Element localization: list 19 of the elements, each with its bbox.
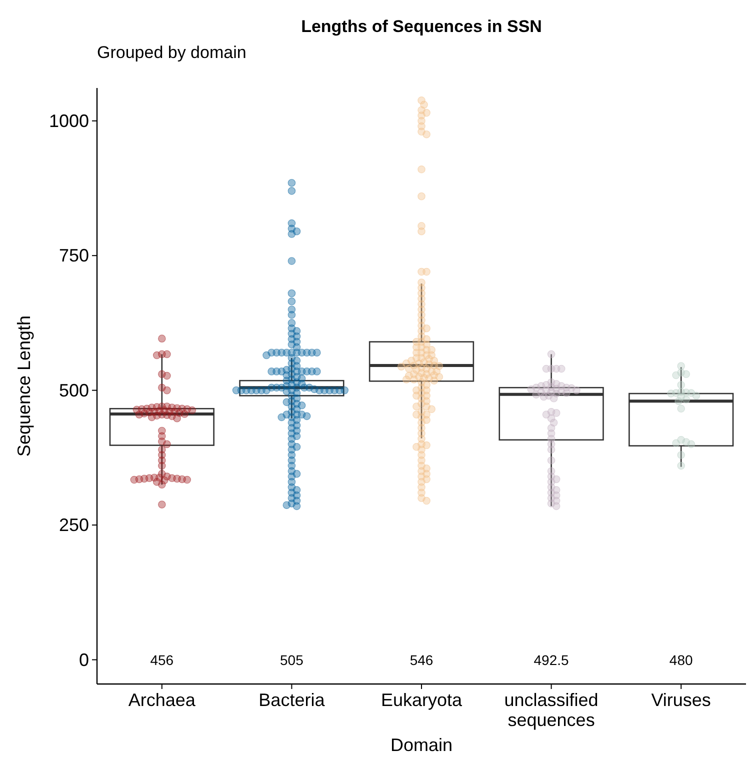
annotation: 480 bbox=[669, 652, 693, 668]
y-tick-label: 250 bbox=[58, 515, 89, 536]
y-axis-title: Sequence Length bbox=[14, 315, 34, 457]
x-tick-label: Viruses bbox=[651, 690, 711, 710]
x-tick-label: Eukaryota bbox=[380, 690, 464, 710]
annotation: 492.5 bbox=[534, 652, 570, 668]
x-tick-label: Bacteria bbox=[258, 690, 326, 710]
y-tick-label: 750 bbox=[58, 246, 89, 266]
x-tick-label: unclassified sequences bbox=[504, 690, 598, 730]
x-axis-title: Domain bbox=[390, 735, 453, 755]
annotation: 456 bbox=[150, 652, 174, 668]
annotation: 505 bbox=[280, 652, 304, 668]
y-tick-label: 500 bbox=[58, 380, 89, 400]
y-tick-label: 1000 bbox=[48, 110, 89, 131]
chart-subtitle: Grouped by domain bbox=[97, 43, 246, 62]
annotation: 546 bbox=[410, 652, 434, 668]
y-tick-label: 0 bbox=[78, 650, 89, 670]
chart-title: Lengths of Sequences in SSN bbox=[301, 17, 542, 36]
x-tick-label: Archaea bbox=[128, 690, 196, 710]
